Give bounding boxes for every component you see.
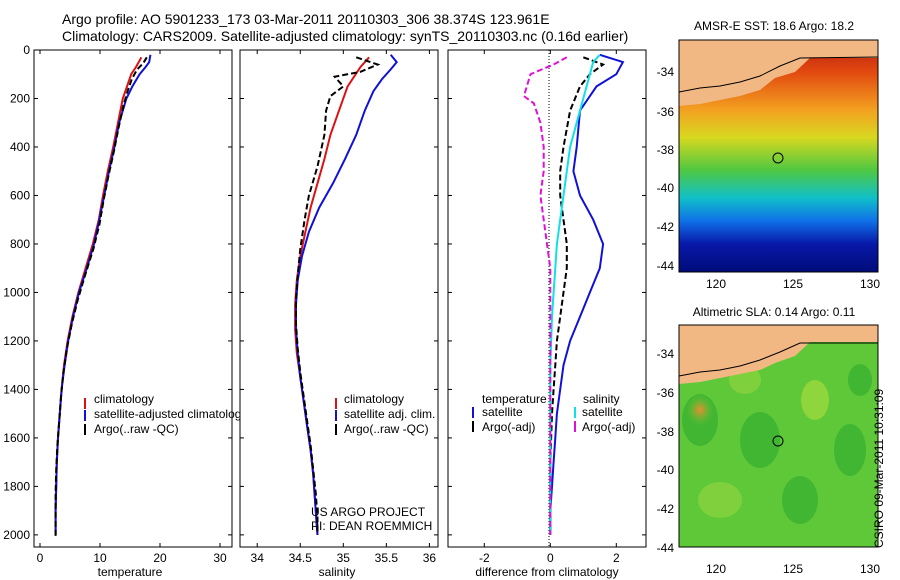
- legend-label-temp-argo: Argo(-adj): [482, 420, 535, 434]
- sla-xlabel: 125: [783, 562, 803, 576]
- sst-ylabel: -34: [657, 65, 675, 79]
- legend-label-satellite: satellite adj. clim.: [344, 407, 435, 421]
- salinity-panel: 34 34.5 35 35.5 36 salinity climatology sate…: [239, 49, 439, 579]
- salinity-xlabel: salinity: [319, 565, 356, 579]
- difference-panel: -2 0 2 difference from climatology tempera…: [447, 49, 647, 579]
- sla-land: [679, 325, 878, 384]
- sst-ylabel: -36: [657, 105, 675, 119]
- sla-isobath: [678, 342, 878, 377]
- climatology-title: Climatology: CARS2009. Satellite-adjuste…: [62, 28, 629, 44]
- project-credit: US ARGO PROJECT: [311, 505, 426, 519]
- x-tick-label: 0: [547, 551, 554, 565]
- y-tick-label: 400: [10, 140, 30, 154]
- legend-label-argo: Argo(..raw -QC): [344, 422, 429, 436]
- legend-label-argo: Argo(..raw -QC): [94, 422, 179, 436]
- y-tick-label: 1200: [3, 334, 30, 348]
- sst-xaxis: 120 125 130: [706, 277, 880, 291]
- sst-map-frame: [678, 39, 879, 273]
- salinity-axes-box: [239, 49, 439, 548]
- y-tick-label: 2000: [3, 528, 30, 542]
- y-tick-label: 1400: [3, 382, 30, 396]
- sst-ylabel: -44: [657, 259, 675, 273]
- legend-label-climatology: climatology: [344, 392, 404, 406]
- y-tick-label: 200: [10, 91, 30, 105]
- sst-xlabel: 120: [706, 277, 726, 291]
- timestamp-stamp: CSIRO 09-Mar-2011 10:31:09: [872, 388, 886, 548]
- legend-label-sal-argo: Argo(-adj): [582, 420, 635, 434]
- legend-label-sal-satellite: satellite: [582, 405, 623, 419]
- x-tick-label: -2: [479, 551, 490, 565]
- legend-label-satellite: satellite-adjusted climatology: [94, 407, 247, 421]
- y-tick-label: 0: [23, 43, 30, 57]
- legend-label-climatology: climatology: [94, 392, 154, 406]
- sst-map: AMSR-E SST: 18.6 Argo: 18.2 -34 -36 -38 …: [657, 19, 881, 291]
- x-tick-label: 0: [37, 551, 44, 565]
- y-tick-label: 600: [10, 188, 30, 202]
- sst-yaxis: -34 -36 -38 -40 -42 -44: [657, 65, 675, 273]
- sla-map-frame: [678, 324, 879, 548]
- sst-xlabel: 125: [783, 277, 803, 291]
- sla-argo-marker: [772, 435, 784, 447]
- legend-label-temp-satellite: satellite: [482, 405, 523, 419]
- series-argo-raw-qc-: [295, 56, 381, 535]
- sst-ylabel: -38: [657, 143, 675, 157]
- x-tick-label: 35.5: [375, 551, 399, 565]
- sst-ylabel: -40: [657, 181, 675, 195]
- sst-argo-marker: [772, 152, 784, 164]
- sla-xlabel: 120: [706, 562, 726, 576]
- x-tick-label: 2: [613, 551, 620, 565]
- difference-axes-box: [447, 49, 647, 548]
- difference-legend: temperature satellite Argo(-adj) salinit…: [472, 392, 635, 434]
- sst-isobath: [678, 56, 879, 93]
- sst-xlabel: 130: [860, 277, 880, 291]
- sla-xaxis: 120 125 130: [706, 562, 880, 576]
- sla-yaxis: -34 -36 -38 -40 -42 -44: [657, 347, 675, 555]
- sla-ylabel: -44: [657, 541, 675, 555]
- series-salinity-satellite: [549, 54, 601, 535]
- sla-warm-eddy: [686, 394, 714, 426]
- series-argo-raw-qc-: [54, 56, 148, 538]
- x-tick-label: 34.5: [289, 551, 313, 565]
- legend-title-salinity: salinity: [583, 392, 620, 406]
- series-salinity-argo-adj-: [522, 56, 568, 535]
- series-temperature-argo-adj-: [549, 56, 606, 535]
- temperature-xlabel: temperature: [98, 565, 163, 579]
- sla-ylabel: -34: [657, 347, 675, 361]
- sst-land: [679, 40, 878, 106]
- sla-ylabel: -42: [657, 502, 675, 516]
- temperature-panel: 0 10 20 30 0 200 400 600 800 1000 1200 1400 1600 1800…: [3, 43, 247, 579]
- profile-title: Argo profile: AO 5901233_173 03-Mar-2011…: [62, 11, 550, 27]
- x-tick-label: 34: [251, 551, 265, 565]
- x-tick-label: 10: [93, 551, 107, 565]
- legend-title-temperature: temperature: [482, 392, 547, 406]
- temperature-legend: climatology satellite-adjusted climatolo…: [84, 392, 247, 436]
- sla-map: Altimetric SLA: 0.14 Argo: 0.11 -34 -36 …: [657, 305, 881, 576]
- salinity-legend: climatology satellite adj. clim. Argo(..…: [335, 392, 435, 436]
- y-tick-label: 1000: [3, 285, 30, 299]
- y-tick-label: 800: [10, 237, 30, 251]
- sst-ylabel: -42: [657, 220, 675, 234]
- y-tick-label: 1800: [3, 479, 30, 493]
- y-tick-label: 1600: [3, 431, 30, 445]
- sla-ylabel: -36: [657, 386, 675, 400]
- sla-map-title: Altimetric SLA: 0.14 Argo: 0.11: [693, 305, 856, 319]
- sla-ylabel: -38: [657, 425, 675, 439]
- x-tick-label: 35: [337, 551, 351, 565]
- series-temperature-satellite: [549, 53, 625, 535]
- x-tick-label: 30: [213, 551, 227, 565]
- x-tick-label: 20: [153, 551, 167, 565]
- sla-ylabel: -40: [657, 463, 675, 477]
- temperature-axes-box: [33, 49, 233, 548]
- sst-map-title: AMSR-E SST: 18.6 Argo: 18.2: [694, 19, 854, 33]
- difference-xlabel: difference from climatology: [475, 565, 618, 579]
- x-tick-label: 36: [423, 551, 437, 565]
- pi-credit: PI: DEAN ROEMMICH: [311, 519, 432, 533]
- sla-xlabel: 130: [860, 562, 880, 576]
